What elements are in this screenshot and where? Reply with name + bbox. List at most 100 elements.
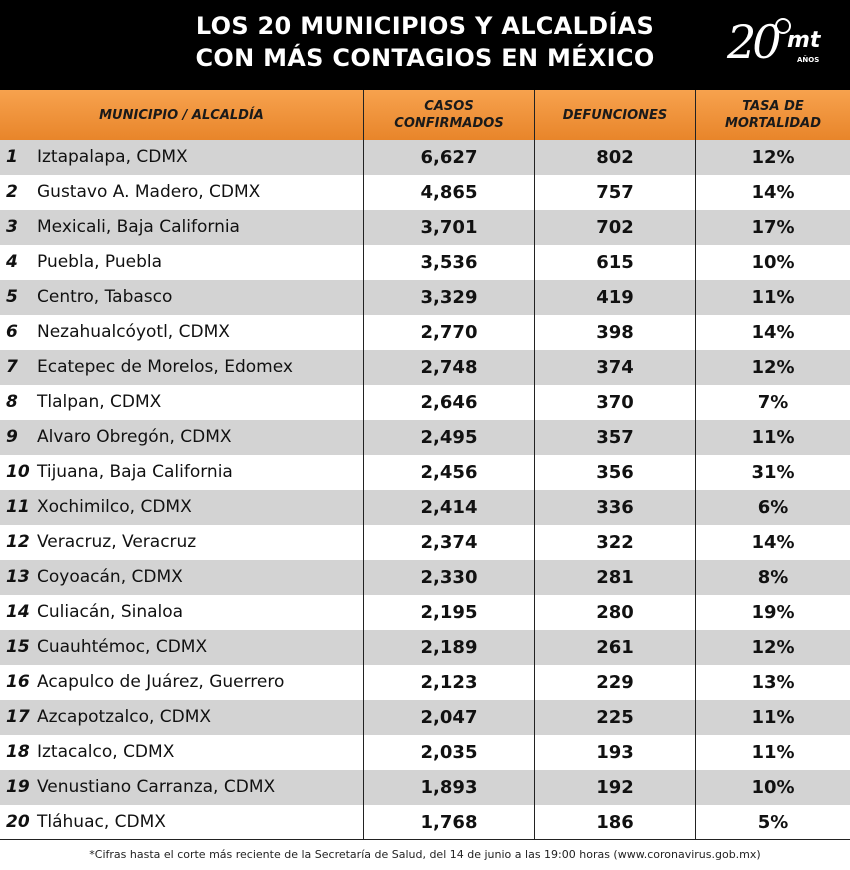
row-defunciones: 702 — [596, 217, 634, 238]
row-tasa: 8% — [757, 567, 789, 588]
row-defunciones: 398 — [596, 322, 634, 343]
row-rank: 3 — [6, 217, 18, 237]
row-municipio: Iztapalapa, CDMX — [37, 147, 188, 167]
table-row: 20 Tláhuac, CDMX 1,768 186 5% — [0, 805, 850, 840]
row-casos: 2,456 — [420, 462, 478, 483]
row-municipio: Centro, Tabasco — [37, 287, 173, 307]
table-row: 1 Iztapalapa, CDMX 6,627 802 12% — [0, 140, 850, 175]
row-defunciones: 280 — [596, 602, 634, 623]
row-tasa: 12% — [751, 357, 795, 378]
row-casos: 2,035 — [420, 742, 478, 763]
table-row: 2 Gustavo A. Madero, CDMX 4,865 757 14% — [0, 175, 850, 210]
row-municipio: Iztacalco, CDMX — [37, 742, 175, 762]
row-casos: 2,189 — [420, 637, 478, 658]
row-casos: 2,646 — [420, 392, 478, 413]
column-header-defunciones: DEFUNCIONES — [562, 107, 668, 123]
row-municipio: Coyoacán, CDMX — [37, 567, 183, 587]
row-municipio: Culiacán, Sinaloa — [37, 602, 184, 622]
row-rank: 8 — [6, 392, 18, 412]
row-tasa: 11% — [751, 742, 795, 763]
row-defunciones: 261 — [596, 637, 634, 658]
table-row: 13 Coyoacán, CDMX 2,330 281 8% — [0, 560, 850, 595]
row-tasa: 14% — [751, 182, 795, 203]
row-casos: 2,374 — [420, 532, 478, 553]
logo-subtitle: AÑOS — [797, 56, 820, 64]
row-rank: 19 — [6, 777, 30, 797]
row-defunciones: 370 — [596, 392, 634, 413]
title-line-2: CON MÁS CONTAGIOS EN MÉXICO — [195, 44, 655, 72]
row-rank: 9 — [6, 427, 18, 447]
row-rank: 16 — [6, 672, 30, 692]
row-municipio: Tijuana, Baja California — [37, 462, 233, 482]
row-rank: 14 — [6, 602, 30, 622]
row-tasa: 12% — [751, 147, 795, 168]
table-row: 6 Nezahualcóyotl, CDMX 2,770 398 14% — [0, 315, 850, 350]
row-casos: 6,627 — [420, 147, 478, 168]
table-body: 1 Iztapalapa, CDMX 6,627 802 12% 2 Gustavo A. … — [0, 140, 850, 840]
table-row: 19 Venustiano Carranza, CDMX 1,893 192 10% — [0, 770, 850, 805]
column-header-casos: CASOS CONFIRMADOS — [394, 99, 504, 131]
row-defunciones: 356 — [596, 462, 634, 483]
row-defunciones: 757 — [596, 182, 634, 203]
row-municipio: Xochimilco, CDMX — [37, 497, 192, 517]
row-municipio: Mexicali, Baja California — [37, 217, 240, 237]
row-defunciones: 357 — [596, 427, 634, 448]
row-rank: 6 — [6, 322, 18, 342]
row-municipio: Tláhuac, CDMX — [37, 812, 166, 832]
row-tasa: 11% — [751, 287, 795, 308]
logo-number: 20 — [727, 15, 782, 69]
column-divider — [534, 90, 535, 840]
row-casos: 2,330 — [420, 567, 478, 588]
row-municipio: Ecatepec de Morelos, Edomex — [37, 357, 293, 377]
row-tasa: 7% — [757, 392, 789, 413]
row-tasa: 11% — [751, 707, 795, 728]
row-tasa: 14% — [751, 532, 795, 553]
row-rank: 18 — [6, 742, 30, 762]
row-municipio: Nezahualcóyotl, CDMX — [37, 322, 230, 342]
row-casos: 2,770 — [420, 322, 478, 343]
row-rank: 7 — [6, 357, 18, 377]
table-bottom-border — [0, 839, 850, 840]
row-rank: 2 — [6, 182, 18, 202]
row-tasa: 19% — [751, 602, 795, 623]
row-casos: 3,329 — [420, 287, 478, 308]
row-tasa: 12% — [751, 637, 795, 658]
row-defunciones: 281 — [596, 567, 634, 588]
table-row: 4 Puebla, Puebla 3,536 615 10% — [0, 245, 850, 280]
row-municipio: Cuauhtémoc, CDMX — [37, 637, 208, 657]
table-row: 5 Centro, Tabasco 3,329 419 11% — [0, 280, 850, 315]
row-municipio: Veracruz, Veracruz — [37, 532, 197, 552]
table-row: 18 Iztacalco, CDMX 2,035 193 11% — [0, 735, 850, 770]
row-defunciones: 615 — [596, 252, 634, 273]
table-row: 7 Ecatepec de Morelos, Edomex 2,748 374 12% — [0, 350, 850, 385]
table-row: 8 Tlalpan, CDMX 2,646 370 7% — [0, 385, 850, 420]
page-title: LOS 20 MUNICIPIOS Y ALCALDÍAS CON MÁS CO… — [0, 10, 850, 74]
row-casos: 2,047 — [420, 707, 478, 728]
column-divider — [363, 90, 364, 840]
table-row: 3 Mexicali, Baja California 3,701 702 17% — [0, 210, 850, 245]
clock-icon — [775, 18, 791, 34]
row-tasa: 17% — [751, 217, 795, 238]
row-casos: 1,768 — [420, 812, 478, 833]
row-tasa: 14% — [751, 322, 795, 343]
row-tasa: 10% — [751, 252, 795, 273]
row-rank: 12 — [6, 532, 30, 552]
table-row: 14 Culiacán, Sinaloa 2,195 280 19% — [0, 595, 850, 630]
row-defunciones: 802 — [596, 147, 634, 168]
milenio-20-anos-logo: 20 mt AÑOS — [727, 16, 827, 72]
row-casos: 2,123 — [420, 672, 478, 693]
row-casos: 1,893 — [420, 777, 478, 798]
table-row: 12 Veracruz, Veracruz 2,374 322 14% — [0, 525, 850, 560]
row-defunciones: 374 — [596, 357, 634, 378]
row-defunciones: 192 — [596, 777, 634, 798]
row-rank: 13 — [6, 567, 30, 587]
row-rank: 20 — [6, 812, 30, 832]
title-banner: LOS 20 MUNICIPIOS Y ALCALDÍAS CON MÁS CO… — [0, 0, 850, 90]
row-rank: 11 — [6, 497, 30, 517]
row-casos: 2,414 — [420, 497, 478, 518]
row-casos: 2,195 — [420, 602, 478, 623]
row-defunciones: 225 — [596, 707, 634, 728]
row-casos: 4,865 — [420, 182, 478, 203]
column-header-tasa: TASA DE MORTALIDAD — [724, 99, 822, 131]
column-header-municipio: MUNICIPIO / ALCALDÍA — [99, 107, 264, 123]
